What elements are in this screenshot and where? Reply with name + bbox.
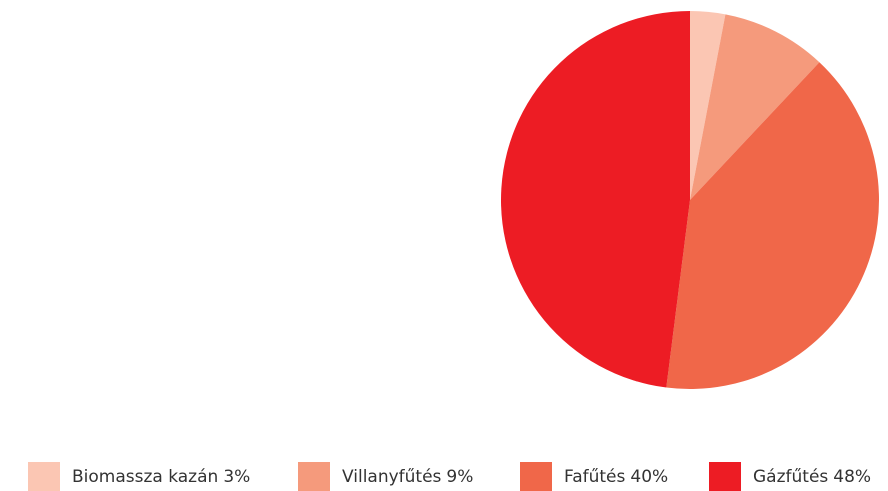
legend-swatch bbox=[709, 462, 741, 491]
legend-value: 9% bbox=[446, 467, 473, 487]
pie-slice bbox=[690, 14, 820, 200]
legend-name: Fafűtés bbox=[564, 467, 626, 487]
legend-label: Gázfűtés 48% bbox=[753, 467, 871, 487]
legend-swatch bbox=[520, 462, 552, 491]
legend-swatch bbox=[298, 462, 330, 491]
legend-value: 3% bbox=[223, 467, 250, 487]
legend-label: Biomassza kazán 3% bbox=[72, 467, 250, 487]
legend-name: Gázfűtés bbox=[753, 467, 828, 487]
legend-label: Fafűtés 40% bbox=[564, 467, 668, 487]
pie-slice bbox=[690, 11, 726, 200]
legend-value: 48% bbox=[833, 467, 871, 487]
legend-value: 40% bbox=[630, 467, 668, 487]
legend-label: Villanyfűtés 9% bbox=[342, 467, 473, 487]
legend-name: Villanyfűtés bbox=[342, 467, 442, 487]
pie-slice bbox=[666, 62, 879, 390]
legend-swatch bbox=[28, 462, 60, 491]
pie-slice bbox=[501, 11, 690, 388]
legend-name: Biomassza kazán bbox=[72, 467, 218, 487]
